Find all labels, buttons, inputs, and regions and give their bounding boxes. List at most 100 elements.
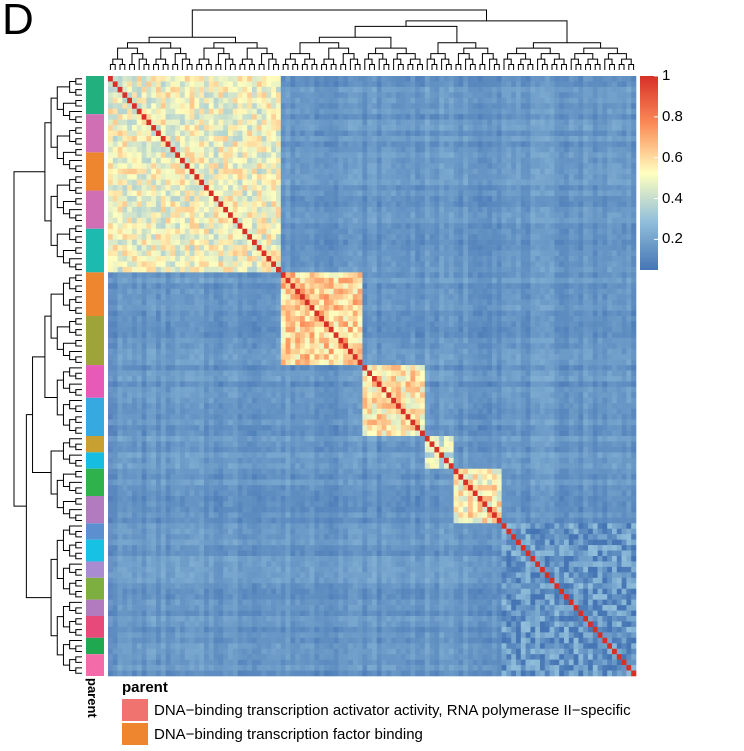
heatmap-cell <box>429 146 435 153</box>
heatmap-cell <box>472 108 478 115</box>
heatmap-cell <box>108 108 114 115</box>
heatmap-cell <box>319 163 325 170</box>
heatmap-cell <box>194 212 200 219</box>
heatmap-cell <box>132 76 138 82</box>
annotation-segment <box>86 316 104 366</box>
heatmap-cell <box>626 92 632 99</box>
heatmap-cell <box>324 146 330 153</box>
heatmap-cell <box>252 196 258 202</box>
heatmap-cell <box>213 245 219 251</box>
heatmap-cell <box>535 130 541 137</box>
heatmap-cell <box>626 277 632 284</box>
heatmap-cell <box>295 92 301 99</box>
heatmap-cell <box>463 157 469 164</box>
heatmap-cell <box>122 283 128 290</box>
heatmap-cell <box>511 190 517 197</box>
heatmap-cell <box>213 228 219 235</box>
heatmap-cell <box>208 310 214 317</box>
heatmap-cell <box>496 201 502 208</box>
heatmap-cell <box>127 288 133 295</box>
heatmap-cell <box>367 141 373 148</box>
heatmap-cell <box>276 130 282 137</box>
heatmap-cell <box>352 283 358 290</box>
heatmap-cell <box>175 206 181 213</box>
heatmap-cell <box>117 86 123 93</box>
heatmap-cell <box>492 163 498 170</box>
heatmap-cell <box>453 250 459 257</box>
heatmap-cell <box>424 190 430 197</box>
heatmap-cell <box>309 81 315 88</box>
heatmap-cell <box>146 245 152 251</box>
heatmap-cell <box>151 294 157 300</box>
heatmap-cell <box>482 92 488 99</box>
heatmap-cell <box>549 168 555 175</box>
heatmap-cell <box>631 152 637 159</box>
heatmap-cell <box>391 86 397 93</box>
heatmap-cell <box>516 272 522 279</box>
heatmap-cell <box>578 179 584 186</box>
heatmap-cell <box>122 206 128 213</box>
dendrogram-branch <box>229 64 236 70</box>
heatmap-cell <box>122 81 128 88</box>
heatmap-cell <box>607 256 613 262</box>
heatmap-cell <box>127 185 133 191</box>
heatmap-cell <box>352 152 358 159</box>
heatmap-cell <box>434 299 440 306</box>
heatmap-cell <box>170 81 176 88</box>
heatmap-cell <box>583 217 589 224</box>
heatmap-cell <box>261 86 267 93</box>
heatmap-cell <box>396 92 402 99</box>
heatmap-cell <box>300 92 306 99</box>
heatmap-cell <box>607 228 613 235</box>
heatmap-cell <box>631 223 637 230</box>
heatmap-cell <box>415 103 421 110</box>
heatmap-cell <box>415 299 421 306</box>
heatmap-cell <box>237 206 243 213</box>
heatmap-cell <box>328 234 334 240</box>
heatmap-cell <box>511 256 517 262</box>
heatmap-cell <box>204 245 210 251</box>
heatmap-cell <box>381 261 387 268</box>
heatmap-cell <box>309 305 315 311</box>
heatmap-cell <box>616 174 622 180</box>
dendrogram-branch <box>493 64 500 70</box>
heatmap-cell <box>564 223 570 230</box>
heatmap-cell <box>242 146 248 153</box>
heatmap-cell <box>564 125 570 131</box>
heatmap-cell <box>218 163 224 170</box>
heatmap-cell <box>314 146 320 153</box>
heatmap-cell <box>266 168 272 175</box>
heatmap-cell <box>141 108 147 115</box>
heatmap-cell <box>400 174 406 180</box>
heatmap-cell <box>290 174 296 180</box>
heatmap-cell <box>232 196 238 202</box>
heatmap-cell <box>621 92 627 99</box>
heatmap-cell <box>127 92 133 99</box>
heatmap-cell <box>496 305 502 311</box>
heatmap-cell <box>367 130 373 137</box>
heatmap-cell <box>453 190 459 197</box>
heatmap-cell <box>530 223 536 230</box>
heatmap-cell <box>472 130 478 137</box>
heatmap-cell <box>132 223 138 230</box>
heatmap-cell <box>439 185 445 191</box>
heatmap-cell <box>237 272 243 279</box>
heatmap-cell <box>463 146 469 153</box>
heatmap-cell <box>506 294 512 300</box>
heatmap-cell <box>588 81 594 88</box>
heatmap-cell <box>151 234 157 240</box>
heatmap-cell <box>544 157 550 164</box>
heatmap-cell <box>357 250 363 257</box>
heatmap-cell <box>621 136 627 142</box>
heatmap-cell <box>237 108 243 115</box>
heatmap-cell <box>122 179 128 186</box>
heatmap-cell <box>631 114 637 120</box>
heatmap-cell <box>204 141 210 148</box>
heatmap-cell <box>122 190 128 197</box>
heatmap-cell <box>252 92 258 99</box>
heatmap-cell <box>448 114 454 120</box>
heatmap-cell <box>247 168 253 175</box>
heatmap-cell <box>280 256 286 262</box>
heatmap-cell <box>564 283 570 290</box>
heatmap-cell <box>165 108 171 115</box>
